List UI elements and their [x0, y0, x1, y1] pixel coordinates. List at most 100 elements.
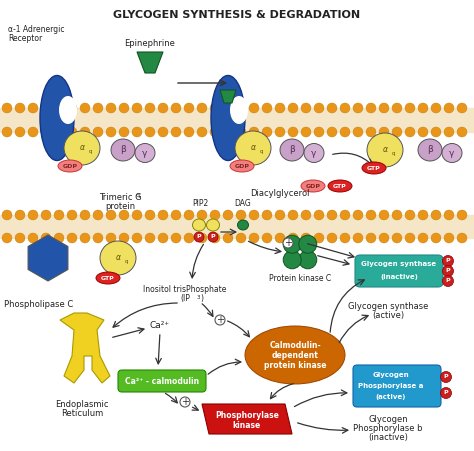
- Text: Phosphorylase b: Phosphorylase b: [353, 424, 423, 433]
- Text: Calmodulin-: Calmodulin-: [269, 341, 321, 350]
- Circle shape: [197, 103, 207, 113]
- Circle shape: [444, 103, 454, 113]
- Circle shape: [132, 127, 142, 137]
- Circle shape: [223, 103, 233, 113]
- Circle shape: [93, 210, 103, 220]
- Text: P: P: [210, 235, 215, 239]
- Bar: [0, 108, 474, 113]
- Circle shape: [158, 127, 168, 137]
- Circle shape: [262, 233, 272, 243]
- Circle shape: [67, 127, 77, 137]
- Circle shape: [405, 103, 415, 113]
- Circle shape: [443, 256, 454, 267]
- Ellipse shape: [362, 162, 386, 174]
- Circle shape: [67, 233, 77, 243]
- Circle shape: [194, 232, 204, 242]
- Text: Glycogen: Glycogen: [368, 415, 408, 424]
- Circle shape: [93, 233, 103, 243]
- Circle shape: [262, 210, 272, 220]
- Text: P: P: [446, 258, 450, 263]
- Text: (IP: (IP: [180, 294, 190, 303]
- Text: (active): (active): [372, 311, 404, 320]
- Circle shape: [210, 127, 220, 137]
- Text: GTP: GTP: [101, 276, 115, 281]
- Text: 3: 3: [197, 295, 201, 300]
- Text: β: β: [427, 146, 433, 155]
- Text: Receptor: Receptor: [8, 34, 42, 43]
- Circle shape: [93, 127, 103, 137]
- Circle shape: [132, 103, 142, 113]
- Circle shape: [15, 210, 25, 220]
- Circle shape: [379, 103, 389, 113]
- Ellipse shape: [301, 180, 325, 192]
- Circle shape: [145, 233, 155, 243]
- Text: kinase: kinase: [233, 422, 261, 431]
- Circle shape: [443, 276, 454, 286]
- Ellipse shape: [299, 251, 317, 269]
- Ellipse shape: [245, 326, 345, 384]
- Text: P: P: [446, 268, 450, 273]
- Text: P: P: [446, 279, 450, 284]
- Text: Glycogen synthase: Glycogen synthase: [348, 302, 428, 311]
- Circle shape: [119, 103, 129, 113]
- Circle shape: [158, 233, 168, 243]
- Ellipse shape: [283, 235, 301, 253]
- Circle shape: [158, 210, 168, 220]
- Circle shape: [210, 103, 220, 113]
- Ellipse shape: [235, 131, 271, 165]
- Circle shape: [301, 127, 311, 137]
- Text: Diacylglycerol: Diacylglycerol: [250, 189, 310, 198]
- Circle shape: [28, 233, 38, 243]
- Circle shape: [314, 103, 324, 113]
- Text: γ: γ: [311, 148, 317, 157]
- Text: protein kinase: protein kinase: [264, 360, 326, 369]
- Ellipse shape: [100, 241, 136, 275]
- Circle shape: [379, 210, 389, 220]
- Circle shape: [353, 103, 363, 113]
- Text: Ca²⁺ - calmodulin: Ca²⁺ - calmodulin: [125, 377, 199, 386]
- Text: γ: γ: [449, 148, 455, 157]
- Circle shape: [158, 103, 168, 113]
- Ellipse shape: [367, 133, 403, 167]
- Circle shape: [340, 127, 350, 137]
- Circle shape: [366, 127, 376, 137]
- Circle shape: [366, 210, 376, 220]
- Circle shape: [197, 233, 207, 243]
- Circle shape: [440, 387, 452, 399]
- Text: GTP: GTP: [367, 166, 381, 170]
- Ellipse shape: [280, 139, 304, 161]
- Text: DAG: DAG: [235, 199, 251, 208]
- Text: α: α: [116, 253, 120, 262]
- Text: PIP2: PIP2: [192, 199, 208, 208]
- Circle shape: [288, 103, 298, 113]
- Circle shape: [457, 210, 467, 220]
- Text: α: α: [250, 143, 255, 152]
- Text: β: β: [289, 146, 295, 155]
- Circle shape: [28, 210, 38, 220]
- Circle shape: [444, 210, 454, 220]
- Bar: [0, 215, 474, 220]
- Circle shape: [54, 127, 64, 137]
- Text: dependent: dependent: [272, 350, 319, 359]
- Polygon shape: [60, 313, 110, 383]
- Circle shape: [301, 103, 311, 113]
- Circle shape: [184, 103, 194, 113]
- Circle shape: [80, 103, 90, 113]
- Text: (inactive): (inactive): [368, 433, 408, 442]
- Ellipse shape: [207, 219, 219, 231]
- Circle shape: [223, 127, 233, 137]
- Text: GDP: GDP: [235, 164, 249, 169]
- Bar: [0, 233, 474, 238]
- Bar: [0, 220, 474, 233]
- Circle shape: [132, 233, 142, 243]
- Circle shape: [208, 232, 218, 242]
- Text: Ca²⁺: Ca²⁺: [150, 322, 170, 331]
- Circle shape: [106, 127, 116, 137]
- Circle shape: [283, 238, 293, 248]
- Circle shape: [405, 210, 415, 220]
- Circle shape: [314, 210, 324, 220]
- Circle shape: [249, 210, 259, 220]
- Circle shape: [119, 127, 129, 137]
- Ellipse shape: [328, 180, 352, 192]
- Circle shape: [15, 103, 25, 113]
